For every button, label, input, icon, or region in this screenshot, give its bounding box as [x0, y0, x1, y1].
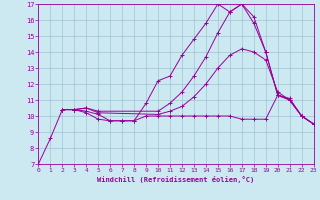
X-axis label: Windchill (Refroidissement éolien,°C): Windchill (Refroidissement éolien,°C)	[97, 176, 255, 183]
